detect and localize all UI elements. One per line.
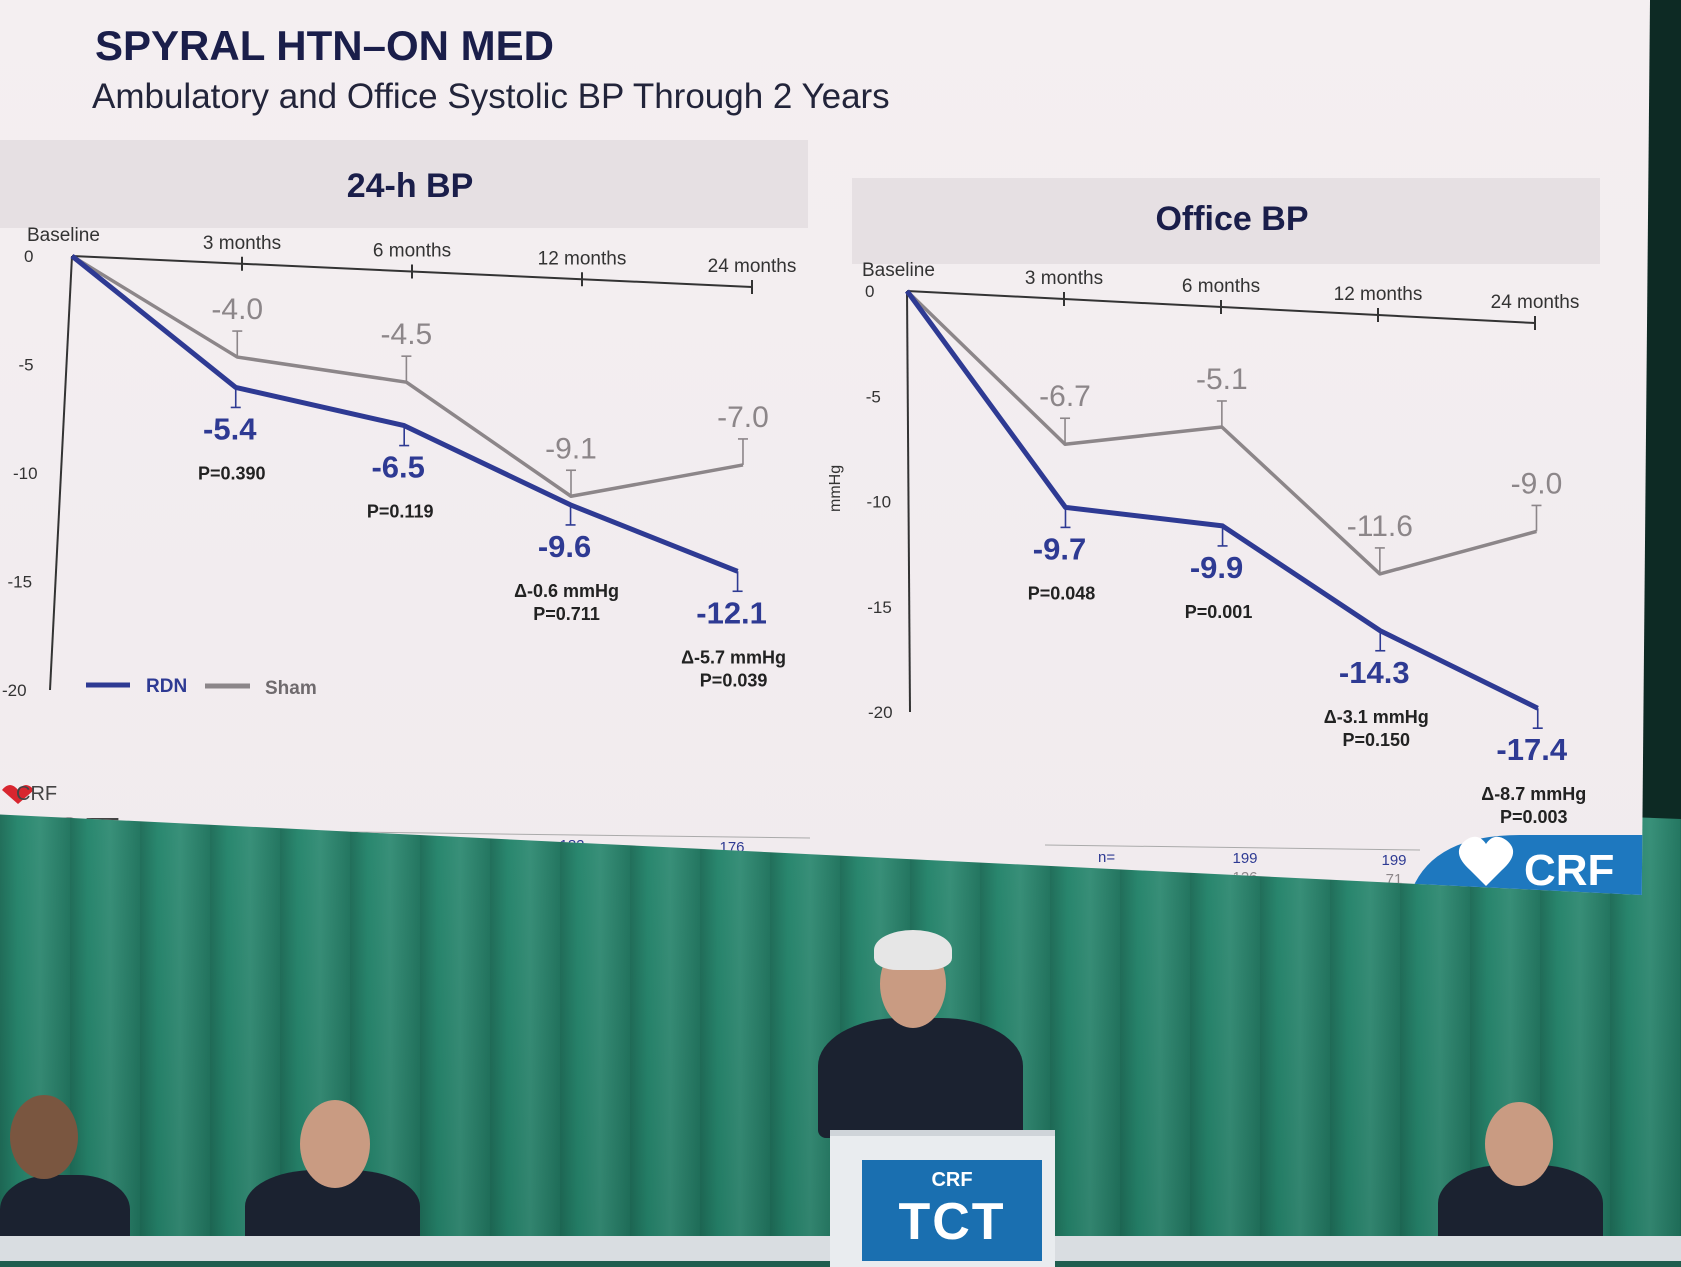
speaker	[818, 1018, 1023, 1138]
x-category-label: 24 months	[708, 256, 797, 277]
heart-icon	[1458, 836, 1514, 886]
legend-rdn-label: RDN	[146, 676, 187, 697]
x-category-label: 12 months	[538, 248, 627, 269]
x-category-label: Baseline	[862, 260, 935, 281]
data-label-sham: -5.1	[1196, 363, 1248, 396]
x-category-label: 12 months	[1334, 284, 1423, 305]
speaker-hair	[874, 930, 952, 970]
y-axis-label: mmHg	[827, 465, 844, 512]
podium-crf-text: CRF	[931, 1169, 973, 1191]
data-label-rdn: -9.9	[1190, 550, 1243, 585]
data-label-sham: -4.0	[211, 293, 263, 326]
annotation-text: Δ-0.6 mmHg	[514, 581, 619, 601]
crf-badge: CRF	[1410, 835, 1650, 895]
legend-sham-label: Sham	[265, 678, 317, 699]
crf-small-logo-text: CRF	[16, 783, 57, 805]
data-label-rdn: -12.1	[696, 595, 767, 630]
annotation-text: Δ-5.7 mmHg	[681, 647, 786, 667]
data-label-rdn: -17.4	[1496, 732, 1567, 767]
x-category-label: 6 months	[373, 241, 451, 262]
panelist-right-head	[1485, 1102, 1553, 1186]
annotation-text: P=0.711	[533, 604, 600, 624]
slide-canvas: SPYRAL HTN–ON MED Ambulatory and Office …	[0, 22, 1650, 895]
slide-subtitle: Ambulatory and Office Systolic BP Throug…	[92, 77, 890, 116]
y-tick-label: -15	[8, 573, 33, 592]
n-label-rdn: n=	[1098, 849, 1115, 866]
x-category-label: 3 months	[203, 233, 281, 254]
chart-office-bp: mmHg 0 -5 -10 -15 -20 Baseline 3 months 6 month…	[827, 260, 1586, 888]
chart-title-24h: 24-h BP	[347, 167, 474, 205]
y-tick-label: -5	[866, 387, 881, 406]
y-axis	[49, 255, 73, 691]
y-tick-label: -20	[2, 681, 27, 700]
crf-badge-text: CRF	[1524, 846, 1614, 895]
chart-24h-bp: 0 -5 -10 -15 -20 Baseline 3 months 6 months 12 m…	[2, 225, 811, 875]
annotation-text: Δ-8.7 mmHg	[1481, 784, 1586, 804]
panel-header-office	[852, 178, 1600, 264]
chart-title-office: Office BP	[1155, 200, 1308, 238]
annotation-text: P=0.039	[700, 670, 768, 690]
slide-title: SPYRAL HTN–ON MED	[95, 22, 554, 69]
y-tick-label: -10	[867, 493, 892, 512]
annotation-text: P=0.001	[1185, 602, 1253, 622]
x-category-label: 24 months	[1491, 292, 1580, 313]
panel-header-24h	[0, 140, 808, 228]
data-label-sham: -6.7	[1039, 380, 1091, 413]
data-label-sham: -9.1	[545, 432, 597, 465]
podium-tct-text: TCT	[898, 1193, 1006, 1251]
series-line-rdn	[904, 289, 1539, 711]
y-tick-label: 0	[865, 282, 874, 301]
data-label-rdn: -5.4	[203, 411, 257, 446]
panelist-center-left-head	[300, 1100, 370, 1188]
series-line-rdn	[70, 254, 739, 574]
y-tick-label: -20	[868, 703, 893, 722]
data-label-rdn: -9.6	[538, 529, 591, 564]
annotation-text: P=0.003	[1500, 807, 1568, 827]
x-category-label: 3 months	[1025, 268, 1103, 289]
annotation-text: P=0.119	[367, 502, 434, 522]
panelist-left-head	[10, 1095, 78, 1179]
slide: SPYRAL HTN–ON MED Ambulatory and Office …	[0, 0, 1650, 895]
y-tick-label: 0	[24, 247, 33, 266]
podium-sign: CRF TCT	[862, 1160, 1042, 1261]
data-label-rdn: -14.3	[1339, 655, 1410, 690]
data-label-sham: -11.6	[1347, 510, 1413, 543]
y-tick-label: -15	[867, 598, 892, 617]
data-label-sham: -9.0	[1511, 467, 1563, 500]
data-label-sham: -4.5	[381, 318, 433, 351]
n-value-rdn: 199	[1381, 852, 1406, 869]
annotation-text: Δ-3.1 mmHg	[1324, 707, 1429, 727]
y-tick-label: -10	[13, 464, 38, 483]
annotation-text: P=0.390	[198, 463, 266, 483]
y-tick-label: -5	[19, 356, 34, 375]
data-label-rdn: -9.7	[1033, 531, 1086, 566]
n-row-divider	[1044, 844, 1421, 851]
annotation-text: P=0.048	[1028, 583, 1096, 603]
data-label-rdn: -6.5	[371, 450, 424, 485]
heart-icon	[2, 785, 34, 804]
annotation-text: P=0.150	[1342, 730, 1410, 750]
x-category-label: Baseline	[27, 225, 100, 246]
n-value-rdn: 199	[1232, 850, 1257, 867]
series-line-sham	[905, 289, 1537, 576]
x-category-label: 6 months	[1182, 276, 1260, 297]
data-label-sham: -7.0	[717, 401, 769, 434]
y-axis	[906, 290, 911, 713]
